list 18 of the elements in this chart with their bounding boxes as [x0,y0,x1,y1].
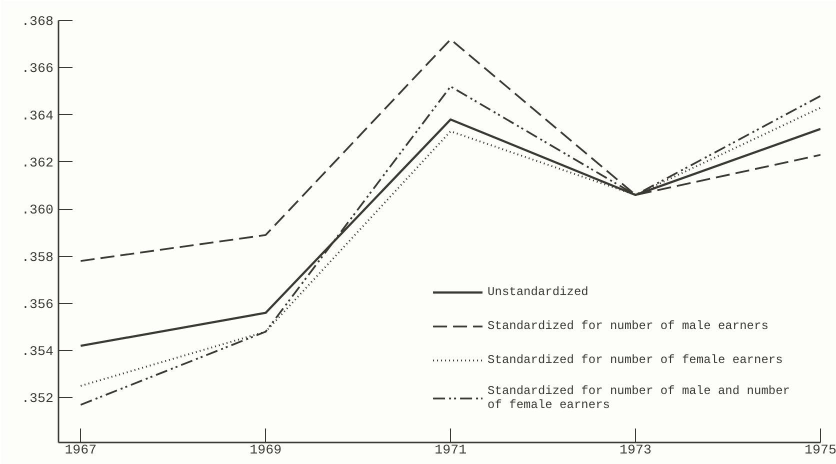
x-tick-label: 1971 [434,444,467,458]
y-tick-label: .356 [22,298,54,313]
y-tick-label: .360 [22,204,54,219]
legend-label: Standardized for number of female earners [488,353,783,367]
y-tick-label: .354 [22,345,54,360]
y-tick-label: .368 [22,15,54,30]
x-tick-label: 1967 [64,444,97,458]
legend-label: Standardized for number of male earners [488,319,768,333]
legend-label: Unstandardized [488,285,588,299]
x-tick-label: 1975 [804,444,836,458]
y-tick-label: .364 [22,109,54,124]
y-tick-label: .352 [22,392,54,408]
y-tick-label: .358 [22,250,54,266]
x-tick-label: 1969 [250,444,282,458]
y-tick-label: .366 [22,62,54,78]
legend-label: Standardized for number of male and number of female earners [488,384,790,412]
y-tick-label: .362 [22,156,54,172]
x-tick-label: 1973 [620,444,652,458]
